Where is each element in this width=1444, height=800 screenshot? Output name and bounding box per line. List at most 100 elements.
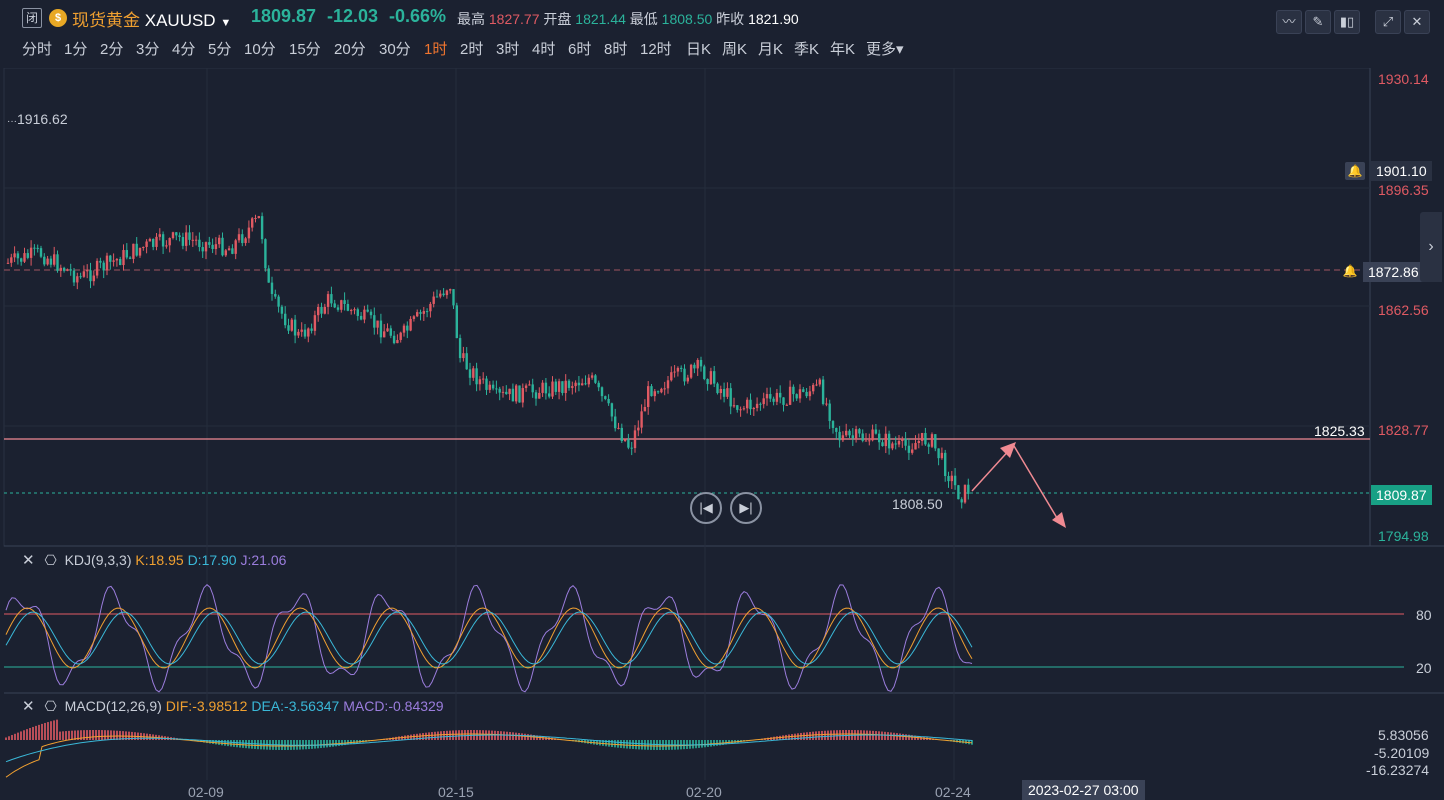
period-1[interactable]: 1分 [64, 41, 88, 58]
candle-body [772, 398, 775, 402]
period-20[interactable]: 季K [794, 41, 820, 58]
candle-body [366, 309, 369, 312]
candle-body [729, 388, 732, 407]
draw-icon[interactable]: ✎ [1305, 10, 1331, 34]
candle-body [567, 380, 571, 388]
bell-icon[interactable]: 🔔 [1345, 162, 1365, 180]
candle-body [623, 439, 627, 442]
chevron-right-icon[interactable]: › [1420, 212, 1442, 282]
close-icon[interactable]: ✕ [22, 552, 35, 569]
candle-body [33, 247, 36, 249]
candle-body [709, 371, 713, 385]
alert-price-tag-2[interactable]: 1872.86 [1363, 262, 1424, 282]
period-11[interactable]: 2时 [460, 41, 484, 58]
candle-body [944, 452, 947, 477]
candle-body [953, 475, 957, 486]
candle-body [13, 253, 16, 258]
candle-body [907, 445, 911, 453]
skip-back-icon[interactable]: |◀ [690, 492, 722, 524]
candle-body [218, 237, 221, 245]
expand-icon[interactable]: ⤢ [1375, 10, 1401, 34]
period-16[interactable]: 12时 [640, 41, 672, 58]
candle-body [528, 384, 531, 386]
kdj-d: D:17.90 [187, 552, 237, 568]
close-icon[interactable]: ✕ [1404, 10, 1430, 34]
candle-icon[interactable]: ▮▯ [1334, 10, 1360, 34]
candle-body [36, 247, 39, 249]
candle-body [742, 408, 746, 410]
candle-body [673, 371, 676, 373]
period-7[interactable]: 15分 [289, 41, 321, 58]
period-22[interactable]: 更多▾ [866, 41, 904, 58]
candle-body [247, 227, 251, 239]
candle-body [531, 384, 534, 393]
candle-body [683, 368, 686, 382]
period-15[interactable]: 8时 [604, 41, 628, 58]
candle-body [201, 247, 204, 252]
candle-body [950, 475, 953, 482]
period-8[interactable]: 20分 [334, 41, 366, 58]
candle-body [851, 435, 854, 439]
period-0[interactable]: 分时 [22, 41, 53, 58]
candle-body [495, 388, 498, 390]
candle-body [188, 232, 191, 240]
close-icon[interactable]: ✕ [22, 698, 35, 715]
period-10[interactable]: 1时 [424, 41, 448, 58]
kdj-name: KDJ(9,3,3) [64, 552, 132, 568]
macd-header: ✕ ⎔ MACD(12,26,9) DIF:-3.98512 DEA:-3.56… [22, 697, 444, 715]
settings-icon[interactable]: ⎔ [44, 698, 57, 714]
period-3[interactable]: 3分 [136, 41, 160, 58]
top-value-label: ···1916.62 [7, 111, 68, 127]
period-4[interactable]: 4分 [172, 41, 196, 58]
candle-body [135, 243, 138, 256]
candle-body [564, 380, 567, 393]
period-13[interactable]: 4时 [532, 41, 556, 58]
instrument-title[interactable]: 现货黄金 XAUUSD ▼ [72, 6, 231, 31]
candle-body [442, 293, 445, 296]
candle-body [779, 392, 782, 398]
candle-body [610, 403, 614, 417]
candle-body [419, 312, 422, 314]
bell-icon-2[interactable]: 🔔 [1342, 264, 1358, 278]
candle-body [557, 381, 561, 392]
indicator-icon[interactable]: 〰 [1276, 10, 1302, 34]
candle-body [894, 443, 897, 445]
alert-price-tag-1[interactable]: 1901.10 [1371, 161, 1432, 181]
period-5[interactable]: 5分 [208, 41, 232, 58]
candle-body [20, 258, 23, 262]
period-2[interactable]: 2分 [100, 41, 124, 58]
candle-body [930, 434, 934, 447]
period-21[interactable]: 年K [830, 41, 856, 58]
candle-body [112, 260, 115, 262]
period-19[interactable]: 月K [758, 41, 784, 58]
period-9[interactable]: 30分 [379, 41, 411, 58]
candle-body [270, 282, 274, 294]
candle-body [960, 499, 963, 503]
x-label-2: 02-15 [438, 784, 474, 800]
candle-body [838, 431, 841, 441]
candle-body [29, 247, 33, 258]
candle-body [237, 234, 241, 241]
candle-body [23, 253, 26, 262]
candle-body [171, 232, 175, 239]
chart-canvas[interactable] [0, 68, 1444, 798]
candle-body [363, 309, 366, 320]
candle-body [518, 385, 521, 403]
period-14[interactable]: 6时 [568, 41, 592, 58]
period-17[interactable]: 日K [686, 41, 712, 58]
candle-body [99, 260, 102, 263]
candle-body [554, 381, 557, 392]
candle-body [511, 388, 515, 402]
candle-body [175, 232, 178, 236]
candle-body [462, 353, 465, 359]
skip-forward-icon[interactable]: ▶| [730, 492, 762, 524]
period-18[interactable]: 周K [722, 41, 748, 58]
period-12[interactable]: 3时 [496, 41, 520, 58]
settings-icon[interactable]: ⎔ [44, 552, 57, 568]
period-6[interactable]: 10分 [244, 41, 276, 58]
candle-body [686, 377, 689, 382]
candle-body [670, 372, 673, 381]
candle-body [868, 440, 871, 442]
candle-body [445, 290, 449, 296]
candle-body [142, 246, 145, 248]
